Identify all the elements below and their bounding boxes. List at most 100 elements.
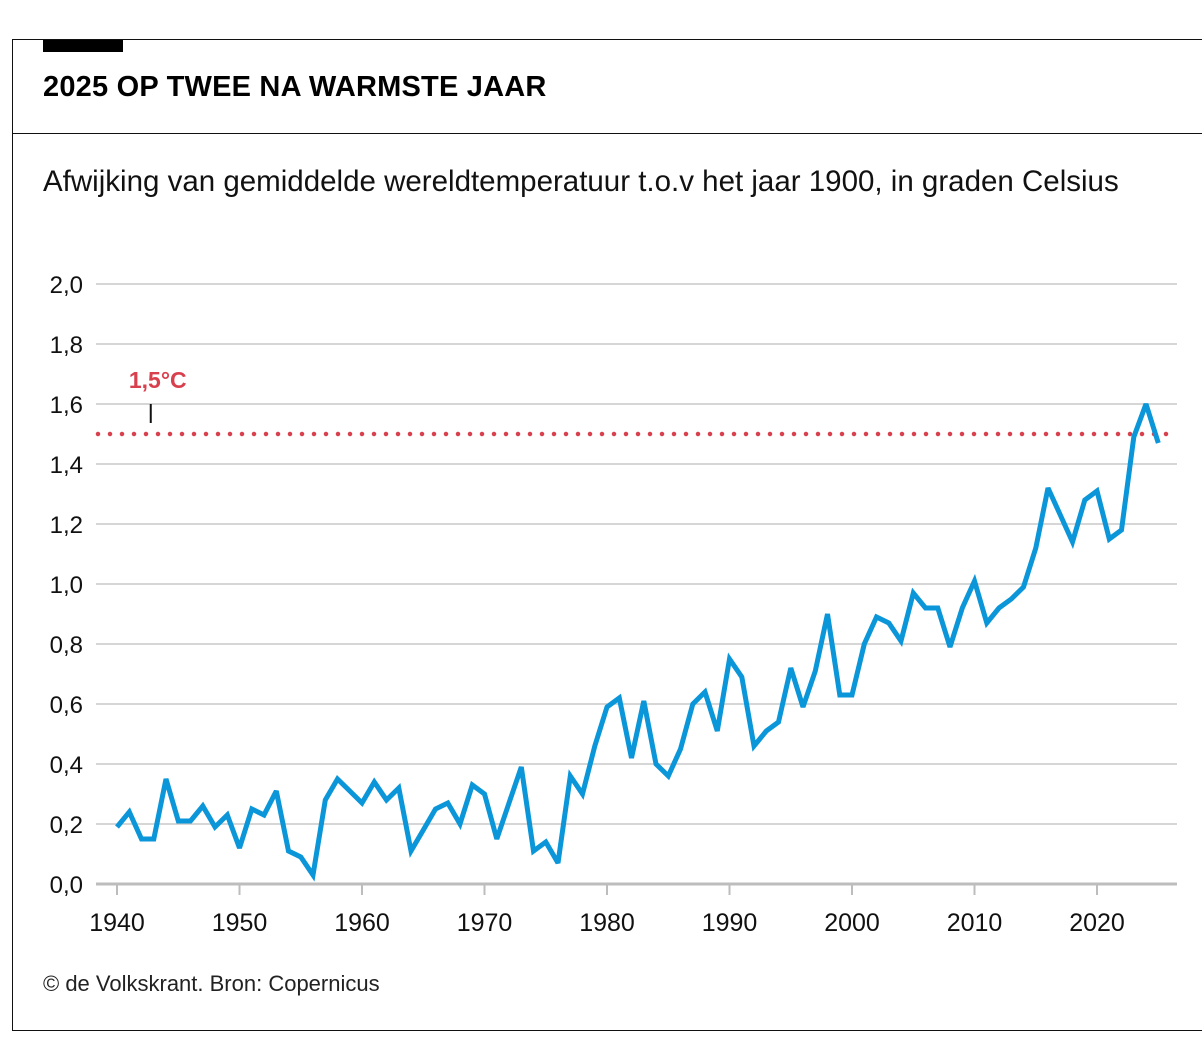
data-point — [568, 774, 573, 779]
data-point — [274, 789, 279, 794]
y-tick-label: 0,6 — [50, 692, 83, 719]
x-tick-label: 1980 — [579, 909, 635, 937]
data-point — [164, 777, 169, 782]
x-tick-label: 1970 — [457, 909, 513, 937]
data-point — [764, 729, 769, 734]
series-line — [115, 403, 1161, 882]
data-point — [715, 729, 720, 734]
data-point — [813, 669, 818, 674]
data-point — [752, 744, 757, 749]
y-tick-label: 1,4 — [50, 452, 83, 479]
data-point — [347, 789, 352, 794]
data-point — [360, 801, 365, 806]
data-point — [923, 606, 928, 611]
data-point — [776, 720, 781, 725]
data-point — [874, 615, 879, 620]
data-point — [1119, 528, 1124, 533]
x-tick-label: 1940 — [89, 909, 145, 937]
data-point — [237, 846, 242, 851]
data-point — [678, 747, 683, 752]
data-point — [494, 837, 499, 842]
grid-lines — [96, 283, 1177, 825]
data-point — [935, 606, 940, 611]
data-point — [200, 804, 205, 809]
data-point — [1082, 498, 1087, 503]
data-point — [605, 705, 610, 710]
data-point — [396, 786, 401, 791]
data-point — [1070, 540, 1075, 545]
data-point — [151, 837, 156, 842]
data-point — [323, 798, 328, 803]
x-tick-label: 2020 — [1069, 909, 1125, 937]
data-point — [1021, 585, 1026, 590]
data-point — [1033, 546, 1038, 551]
header-divider — [12, 133, 1202, 134]
data-point — [825, 612, 830, 617]
data-point — [531, 849, 536, 854]
x-tick-label: 2000 — [824, 909, 880, 937]
data-point — [311, 873, 316, 878]
data-point — [372, 780, 377, 785]
y-tick-label: 1,2 — [50, 512, 83, 539]
data-point — [421, 828, 426, 833]
data-point — [262, 813, 267, 818]
y-axis-labels: 0,0 0,2 0,4 0,6 0,8 1,0 1,2 1,4 1,6 1,8 2,0 — [50, 272, 83, 899]
data-point — [911, 591, 916, 596]
data-point — [1156, 441, 1161, 446]
chart-subtitle: Afwijking van gemiddelde wereldtemperatu… — [43, 165, 1119, 198]
data-point — [580, 792, 585, 797]
y-tick-label: 0,4 — [50, 752, 83, 779]
data-point — [629, 756, 634, 761]
y-tick-label: 0,8 — [50, 632, 83, 659]
series-layer — [115, 402, 1161, 882]
data-point — [507, 801, 512, 806]
chart-title: 2025 OP TWEE NA WARMSTE JAAR — [43, 71, 547, 103]
data-point — [703, 690, 708, 695]
y-tick-label: 1,8 — [50, 332, 83, 359]
data-point — [984, 621, 989, 626]
data-point — [225, 813, 230, 818]
y-tick-label: 1,6 — [50, 392, 83, 419]
x-tick-label: 2010 — [947, 909, 1003, 937]
data-point — [384, 798, 389, 803]
data-point — [948, 645, 953, 650]
chart-frame — [12, 39, 1202, 1031]
data-point — [127, 810, 132, 815]
threshold-label: 1,5°C — [129, 367, 187, 393]
data-point — [1009, 597, 1014, 602]
data-point — [249, 807, 254, 812]
x-tick-label: 1960 — [334, 909, 390, 937]
data-point — [1144, 402, 1149, 407]
y-tick-label: 1,0 — [50, 572, 83, 599]
data-point — [139, 837, 144, 842]
data-point — [690, 702, 695, 707]
data-point — [666, 774, 671, 779]
data-point — [1095, 489, 1100, 494]
data-point — [788, 666, 793, 671]
data-point — [850, 693, 855, 698]
data-point — [641, 699, 646, 704]
data-point — [972, 579, 977, 584]
source-credit: © de Volkskrant. Bron: Copernicus — [43, 971, 380, 996]
data-point — [801, 705, 806, 710]
accent-bar — [43, 40, 123, 52]
data-point — [519, 765, 524, 770]
data-point — [556, 861, 561, 866]
data-point — [837, 693, 842, 698]
data-point — [543, 840, 548, 845]
data-point — [899, 639, 904, 644]
data-point — [1131, 435, 1136, 440]
data-point — [213, 825, 218, 830]
data-point — [960, 606, 965, 611]
y-tick-label: 0,0 — [50, 872, 83, 899]
data-point — [445, 801, 450, 806]
data-point — [433, 807, 438, 812]
data-point — [470, 783, 475, 788]
x-tick-label: 1990 — [702, 909, 758, 937]
data-point — [176, 819, 181, 824]
threshold-annotation: 1,5°C — [95, 367, 1176, 437]
data-point — [886, 621, 891, 626]
data-point — [458, 822, 463, 827]
data-point — [409, 849, 414, 854]
